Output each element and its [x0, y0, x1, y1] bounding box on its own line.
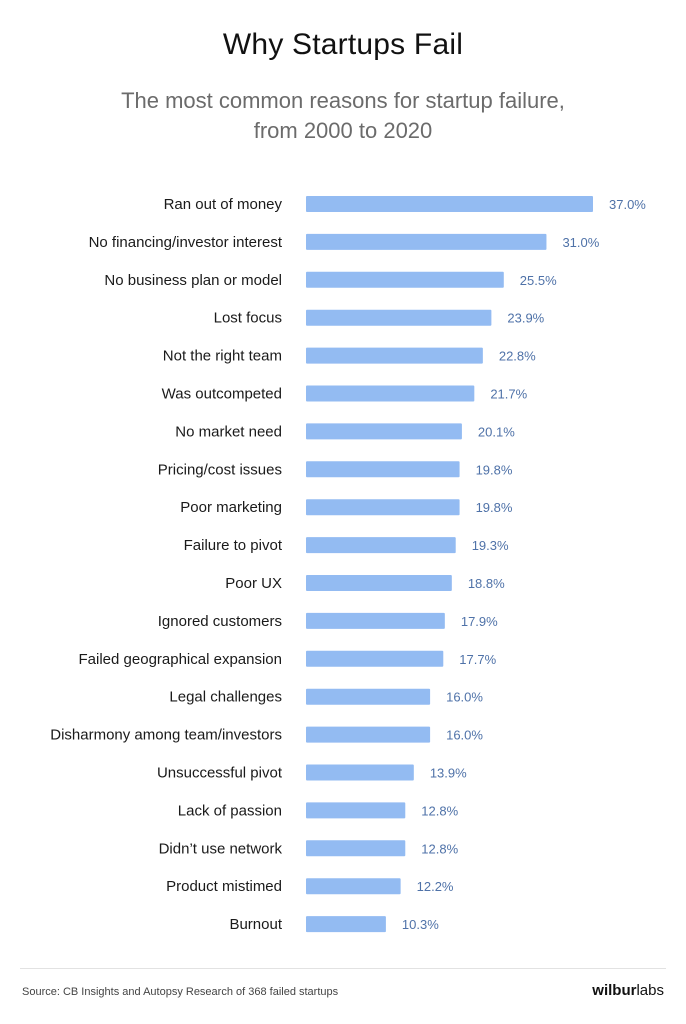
- source-note: Source: CB Insights and Autopsy Research…: [22, 986, 339, 998]
- bar: [306, 423, 462, 440]
- value-label: 18.8%: [468, 576, 505, 591]
- value-label: 17.7%: [459, 652, 496, 667]
- bar: [306, 726, 431, 743]
- value-label: 37.0%: [609, 197, 646, 212]
- category-label: Ignored customers: [158, 613, 282, 630]
- value-label: 19.8%: [476, 500, 513, 515]
- value-label: 21.7%: [490, 387, 527, 402]
- footer-divider: [20, 968, 666, 969]
- value-label: 12.8%: [421, 841, 458, 856]
- category-label: Not the right team: [163, 348, 282, 365]
- value-label: 25.5%: [520, 273, 557, 288]
- category-label: Lost focus: [214, 310, 282, 327]
- bar: [306, 878, 401, 895]
- bar-chart: Ran out of money 37.0% No financing/invest…: [50, 196, 646, 933]
- value-label: 12.8%: [421, 803, 458, 818]
- brand-logo-light: labs: [636, 982, 664, 999]
- value-label: 20.1%: [478, 424, 515, 439]
- bar: [306, 688, 431, 705]
- bar: [306, 196, 593, 212]
- category-label: Poor UX: [225, 575, 282, 592]
- bar: [306, 461, 460, 478]
- value-label: 13.9%: [430, 766, 467, 781]
- bar: [306, 612, 445, 629]
- bar: [306, 802, 406, 819]
- value-label: 23.9%: [507, 311, 544, 326]
- category-label: Didn’t use network: [159, 840, 283, 857]
- category-label: Pricing/cost issues: [158, 461, 282, 478]
- category-label: Failure to pivot: [184, 537, 283, 554]
- category-label: Ran out of money: [164, 196, 283, 213]
- value-label: 31.0%: [562, 235, 599, 250]
- category-label: Disharmony among team/investors: [50, 727, 282, 744]
- value-label: 22.8%: [499, 349, 536, 364]
- bar: [306, 233, 547, 250]
- category-label: Legal challenges: [169, 689, 282, 706]
- category-label: Failed geographical expansion: [79, 651, 282, 668]
- value-label: 10.3%: [402, 917, 439, 932]
- category-label: Product mistimed: [166, 878, 282, 895]
- category-label: Unsuccessful pivot: [157, 765, 283, 782]
- bar: [306, 347, 483, 364]
- bar: [306, 575, 452, 591]
- brand-logo: wilburlabs: [592, 982, 664, 999]
- bar: [306, 537, 456, 554]
- value-label: 12.2%: [417, 879, 454, 894]
- bar: [306, 385, 475, 402]
- value-label: 19.3%: [472, 538, 509, 553]
- value-label: 16.0%: [446, 728, 483, 743]
- bar: [306, 271, 504, 288]
- category-label: No financing/investor interest: [89, 234, 283, 251]
- bar: [306, 840, 406, 857]
- bar: [306, 499, 460, 516]
- category-label: Lack of passion: [178, 802, 282, 819]
- value-label: 17.9%: [461, 614, 498, 629]
- chart-title: Why Startups Fail: [222, 28, 464, 61]
- brand-logo-bold: wilbur: [592, 982, 637, 999]
- category-label: Poor marketing: [180, 499, 282, 516]
- category-label: No business plan or model: [104, 272, 282, 289]
- chart-subtitle: The most common reasons for startup fail…: [121, 88, 565, 143]
- bar: [306, 764, 414, 781]
- bar: [306, 650, 444, 667]
- category-label: Was outcompeted: [162, 386, 282, 403]
- value-label: 16.0%: [446, 690, 483, 705]
- bar: [306, 309, 492, 326]
- bar: [306, 916, 386, 933]
- category-label: Burnout: [229, 916, 282, 933]
- category-label: No market need: [175, 423, 282, 440]
- value-label: 19.8%: [476, 462, 513, 477]
